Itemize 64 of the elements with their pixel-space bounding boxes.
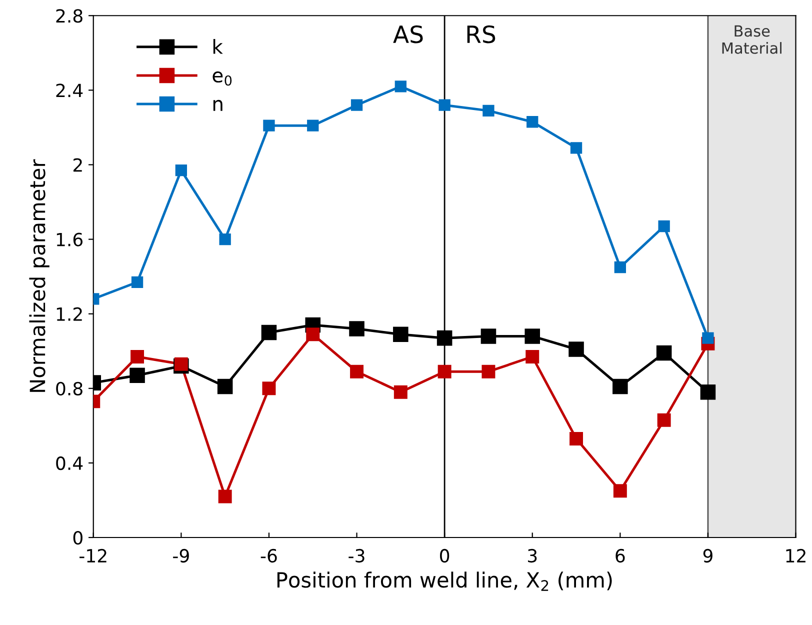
point (349, 321, 364, 336)
point (700, 384, 716, 400)
x-tick-label: -3 (348, 548, 364, 563)
point (394, 80, 407, 92)
point (130, 350, 144, 364)
legend-label: n (213, 100, 222, 111)
point (394, 385, 408, 399)
band-label: Base Material (722, 25, 782, 54)
point (568, 342, 584, 357)
point (175, 164, 188, 176)
point (263, 120, 275, 132)
point (306, 328, 320, 342)
point (658, 220, 670, 232)
x-tick-label: 3 (528, 548, 537, 563)
x-tick-label: 6 (616, 548, 625, 563)
point (350, 364, 364, 378)
point (217, 378, 233, 394)
point (261, 324, 277, 340)
x-tick-label: 0 (440, 548, 450, 563)
annotation: AS (393, 25, 423, 44)
point (130, 368, 145, 383)
y-tick-label: 1.6 (56, 232, 83, 246)
point (393, 326, 408, 342)
point (657, 413, 671, 427)
point (526, 350, 540, 364)
y-tick-label: 0.4 (56, 456, 83, 470)
x-tick-label: -6 (260, 548, 277, 563)
point (438, 99, 450, 111)
point (570, 432, 584, 446)
point (656, 345, 672, 361)
point (219, 233, 231, 246)
y-tick-label: 2.8 (56, 9, 82, 23)
point (218, 490, 232, 504)
x-tick-label: 9 (703, 548, 712, 563)
point (131, 276, 144, 288)
point (524, 328, 540, 344)
point (526, 116, 538, 128)
y-tick-label: 0.8 (56, 382, 82, 396)
annotation: RS (467, 25, 496, 44)
x-tick-label: 12 (786, 548, 806, 562)
legend-label: e$_{0}$ (212, 71, 232, 86)
point (613, 484, 627, 498)
point (174, 357, 188, 371)
point (438, 364, 452, 378)
point (262, 382, 276, 396)
y-tick-label: 0 (73, 530, 82, 545)
point (614, 261, 626, 274)
point (350, 99, 363, 111)
point (307, 120, 319, 132)
point (570, 142, 582, 154)
point (480, 328, 496, 344)
point (702, 332, 714, 344)
x-tick-label: -9 (173, 548, 189, 563)
point (612, 378, 628, 394)
x-tick-label: -12 (80, 548, 106, 562)
x-axis-title: Position from weld line, X$_{2}$ (mm) (277, 572, 612, 591)
y-axis-title: Normalized parameter (29, 159, 50, 392)
y-tick-label: 1.2 (56, 307, 82, 321)
point (482, 364, 496, 378)
point (482, 104, 494, 117)
legend-label: k (213, 38, 223, 54)
point (436, 330, 452, 346)
y-tick-label: 2.4 (56, 84, 83, 98)
y-tick-label: 2 (73, 158, 82, 172)
